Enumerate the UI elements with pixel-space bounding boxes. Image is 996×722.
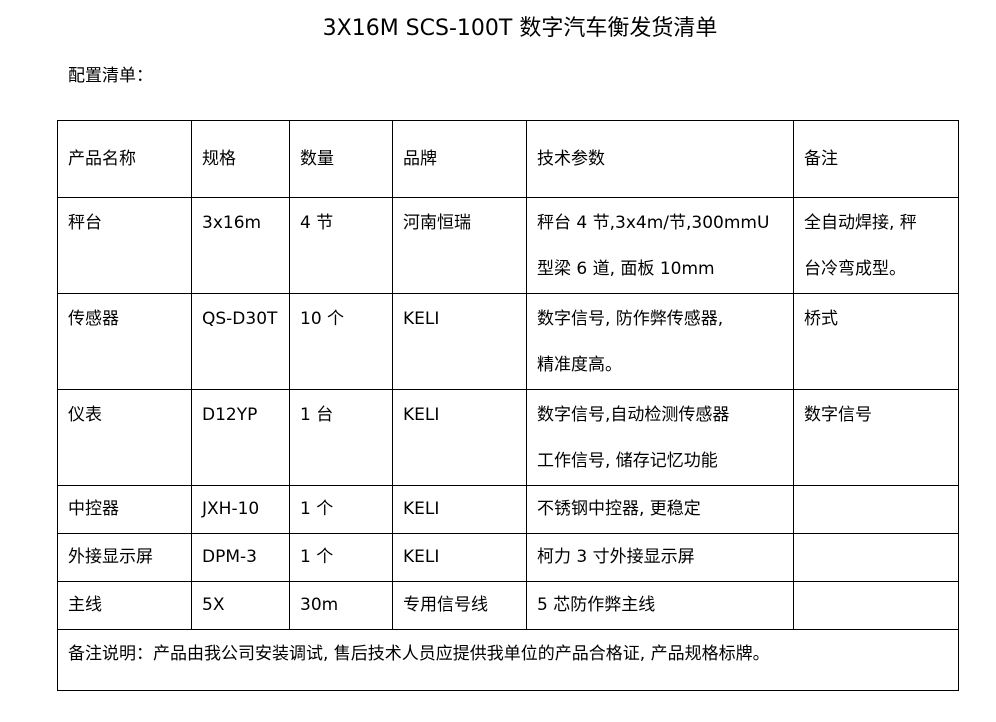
table-row: 主线 5X 30m 专用信号线 5 芯防作弊主线 <box>57 581 959 630</box>
cell-text: 柯力 3 寸外接显示屏 <box>537 547 695 567</box>
cell-spec: JXH-10 <box>191 485 290 534</box>
cell-remarks: 桥式 <box>793 293 959 390</box>
table-header-row: 产品名称 规格 数量 品牌 技术参数 备注 <box>57 120 959 198</box>
cell-remarks <box>793 485 959 534</box>
header-spec: 规格 <box>191 120 290 198</box>
cell-tech-params: 秤台 4 节,3x4m/节,300mmU 型梁 6 道, 面板 10mm <box>526 197 794 294</box>
table-row: 仪表 D12YP 1 台 KELI 数字信号,自动检测传感器 工作信号, 储存记忆功能 数字… <box>57 389 959 486</box>
cell-tech-params: 数字信号,自动检测传感器 工作信号, 储存记忆功能 <box>526 389 794 486</box>
cell-product-name: 中控器 <box>57 485 192 534</box>
cell-text: 中控器 <box>68 499 119 519</box>
cell-text: 30m <box>300 595 339 615</box>
cell-text: 1 台 <box>300 405 334 425</box>
cell-tech-params: 不锈钢中控器, 更稳定 <box>526 485 794 534</box>
cell-text: KELI <box>403 405 440 425</box>
cell-text: QS-D30T <box>202 309 278 329</box>
cell-quantity: 1 个 <box>289 485 393 534</box>
cell-brand: KELI <box>392 485 527 534</box>
cell-text: 工作信号, 储存记忆功能 <box>537 451 718 471</box>
cell-brand: KELI <box>392 389 527 486</box>
header-product-name: 产品名称 <box>57 120 192 198</box>
cell-text: 数字信号, 防作弊传感器, <box>537 309 724 329</box>
cell-text: 全自动焊接, 秤 <box>804 213 917 233</box>
cell-brand: KELI <box>392 533 527 582</box>
cell-spec: D12YP <box>191 389 290 486</box>
cell-quantity: 10 个 <box>289 293 393 390</box>
cell-quantity: 1 台 <box>289 389 393 486</box>
cell-text: 4 节 <box>300 213 334 233</box>
table-row: 传感器 QS-D30T 10 个 KELI 数字信号, 防作弊传感器, 精准度高。 桥式 <box>57 293 959 390</box>
cell-tech-params: 柯力 3 寸外接显示屏 <box>526 533 794 582</box>
cell-brand: 河南恒瑞 <box>392 197 527 294</box>
cell-tech-params: 数字信号, 防作弊传感器, 精准度高。 <box>526 293 794 390</box>
cell-remarks <box>793 533 959 582</box>
cell-text: 10 个 <box>300 309 345 329</box>
cell-tech-params: 5 芯防作弊主线 <box>526 581 794 630</box>
cell-text: 桥式 <box>804 309 838 329</box>
cell-text: 数字信号 <box>804 405 872 425</box>
cell-text: JXH-10 <box>202 499 260 519</box>
table-row: 中控器 JXH-10 1 个 KELI 不锈钢中控器, 更稳定 <box>57 485 959 534</box>
cell-product-name: 仪表 <box>57 389 192 486</box>
cell-quantity: 1 个 <box>289 533 393 582</box>
cell-text: 5X <box>202 595 225 615</box>
cell-text: DPM-3 <box>202 547 257 567</box>
header-brand: 品牌 <box>392 120 527 198</box>
cell-remarks: 全自动焊接, 秤台冷弯成型。 <box>793 197 959 294</box>
cell-text: 不锈钢中控器, 更稳定 <box>537 499 701 519</box>
note-text: 备注说明：产品由我公司安装调试, 售后技术人员应提供我单位的产品合格证, 产品规… <box>57 629 959 691</box>
cell-spec: QS-D30T <box>191 293 290 390</box>
cell-text: 主线 <box>68 595 102 615</box>
shipping-list-table: 产品名称 规格 数量 品牌 技术参数 备注秤台 3x16m 4 节 河南恒瑞 秤台 4 节,3x4… <box>57 120 959 691</box>
cell-text: 秤台 4 节,3x4m/节,300mmU <box>537 213 770 233</box>
cell-text: 仪表 <box>68 405 102 425</box>
cell-product-name: 主线 <box>57 581 192 630</box>
cell-text: KELI <box>403 499 440 519</box>
cell-remarks: 数字信号 <box>793 389 959 486</box>
header-remarks: 备注 <box>793 120 959 198</box>
cell-text: 传感器 <box>68 309 119 329</box>
cell-brand: KELI <box>392 293 527 390</box>
cell-text: 精准度高。 <box>537 355 622 375</box>
note-row: 备注说明：产品由我公司安装调试, 售后技术人员应提供我单位的产品合格证, 产品规… <box>57 629 959 691</box>
cell-brand: 专用信号线 <box>392 581 527 630</box>
cell-text: 3x16m <box>202 213 262 233</box>
table-row: 秤台 3x16m 4 节 河南恒瑞 秤台 4 节,3x4m/节,300mmU 型梁 6 道… <box>57 197 959 294</box>
cell-spec: 5X <box>191 581 290 630</box>
cell-text: 型梁 6 道, 面板 10mm <box>537 259 715 279</box>
cell-quantity: 30m <box>289 581 393 630</box>
cell-remarks <box>793 581 959 630</box>
cell-product-name: 秤台 <box>57 197 192 294</box>
section-label: 配置清单： <box>68 66 153 86</box>
cell-text: D12YP <box>202 405 258 425</box>
cell-text: 河南恒瑞 <box>403 213 471 233</box>
table-row: 外接显示屏 DPM-3 1 个 KELI 柯力 3 寸外接显示屏 <box>57 533 959 582</box>
cell-spec: DPM-3 <box>191 533 290 582</box>
cell-text: KELI <box>403 309 440 329</box>
document-title: 3X16M SCS-100T 数字汽车衡发货清单 <box>322 16 718 41</box>
cell-text: 1 个 <box>300 547 334 567</box>
cell-text: KELI <box>403 547 440 567</box>
cell-text: 数字信号,自动检测传感器 <box>537 405 730 425</box>
header-quantity: 数量 <box>289 120 393 198</box>
cell-product-name: 传感器 <box>57 293 192 390</box>
cell-spec: 3x16m <box>191 197 290 294</box>
cell-product-name: 外接显示屏 <box>57 533 192 582</box>
cell-quantity: 4 节 <box>289 197 393 294</box>
cell-text: 外接显示屏 <box>68 547 153 567</box>
header-tech-params: 技术参数 <box>526 120 794 198</box>
cell-text: 秤台 <box>68 213 102 233</box>
cell-text: 1 个 <box>300 499 334 519</box>
cell-text: 台冷弯成型。 <box>804 259 906 279</box>
cell-text: 专用信号线 <box>403 595 488 615</box>
cell-text: 5 芯防作弊主线 <box>537 595 656 615</box>
